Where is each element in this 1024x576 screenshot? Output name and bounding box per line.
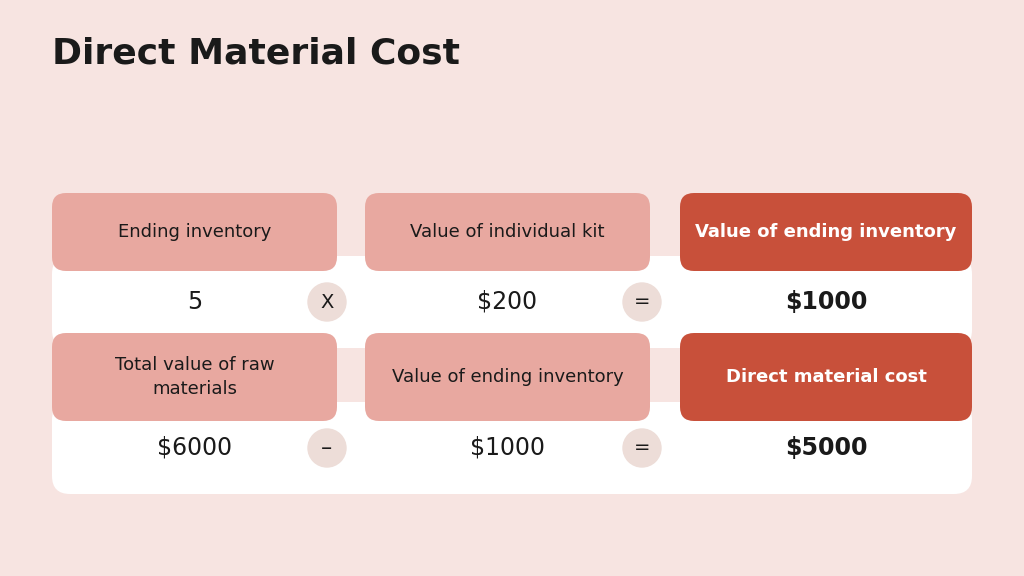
- Circle shape: [623, 283, 662, 321]
- FancyBboxPatch shape: [680, 193, 972, 271]
- FancyBboxPatch shape: [365, 333, 650, 421]
- FancyBboxPatch shape: [52, 256, 972, 348]
- Text: Value of ending inventory: Value of ending inventory: [695, 223, 956, 241]
- Text: $6000: $6000: [157, 436, 232, 460]
- Text: Value of individual kit: Value of individual kit: [411, 223, 605, 241]
- Text: Value of ending inventory: Value of ending inventory: [391, 368, 624, 386]
- Text: =: =: [634, 438, 650, 457]
- Text: Ending inventory: Ending inventory: [118, 223, 271, 241]
- Text: $200: $200: [477, 290, 538, 314]
- Circle shape: [623, 429, 662, 467]
- Text: Direct Material Cost: Direct Material Cost: [52, 36, 460, 70]
- Text: Direct material cost: Direct material cost: [726, 368, 927, 386]
- Circle shape: [308, 283, 346, 321]
- Text: X: X: [321, 293, 334, 312]
- Circle shape: [308, 429, 346, 467]
- FancyBboxPatch shape: [52, 333, 337, 421]
- Text: –: –: [322, 438, 333, 458]
- Text: $5000: $5000: [784, 436, 867, 460]
- Text: $1000: $1000: [470, 436, 545, 460]
- Text: Total value of raw
materials: Total value of raw materials: [115, 356, 274, 398]
- Text: 5: 5: [186, 290, 202, 314]
- Text: =: =: [634, 293, 650, 312]
- FancyBboxPatch shape: [365, 193, 650, 271]
- FancyBboxPatch shape: [52, 193, 337, 271]
- FancyBboxPatch shape: [52, 402, 972, 494]
- FancyBboxPatch shape: [680, 333, 972, 421]
- Text: $1000: $1000: [784, 290, 867, 314]
